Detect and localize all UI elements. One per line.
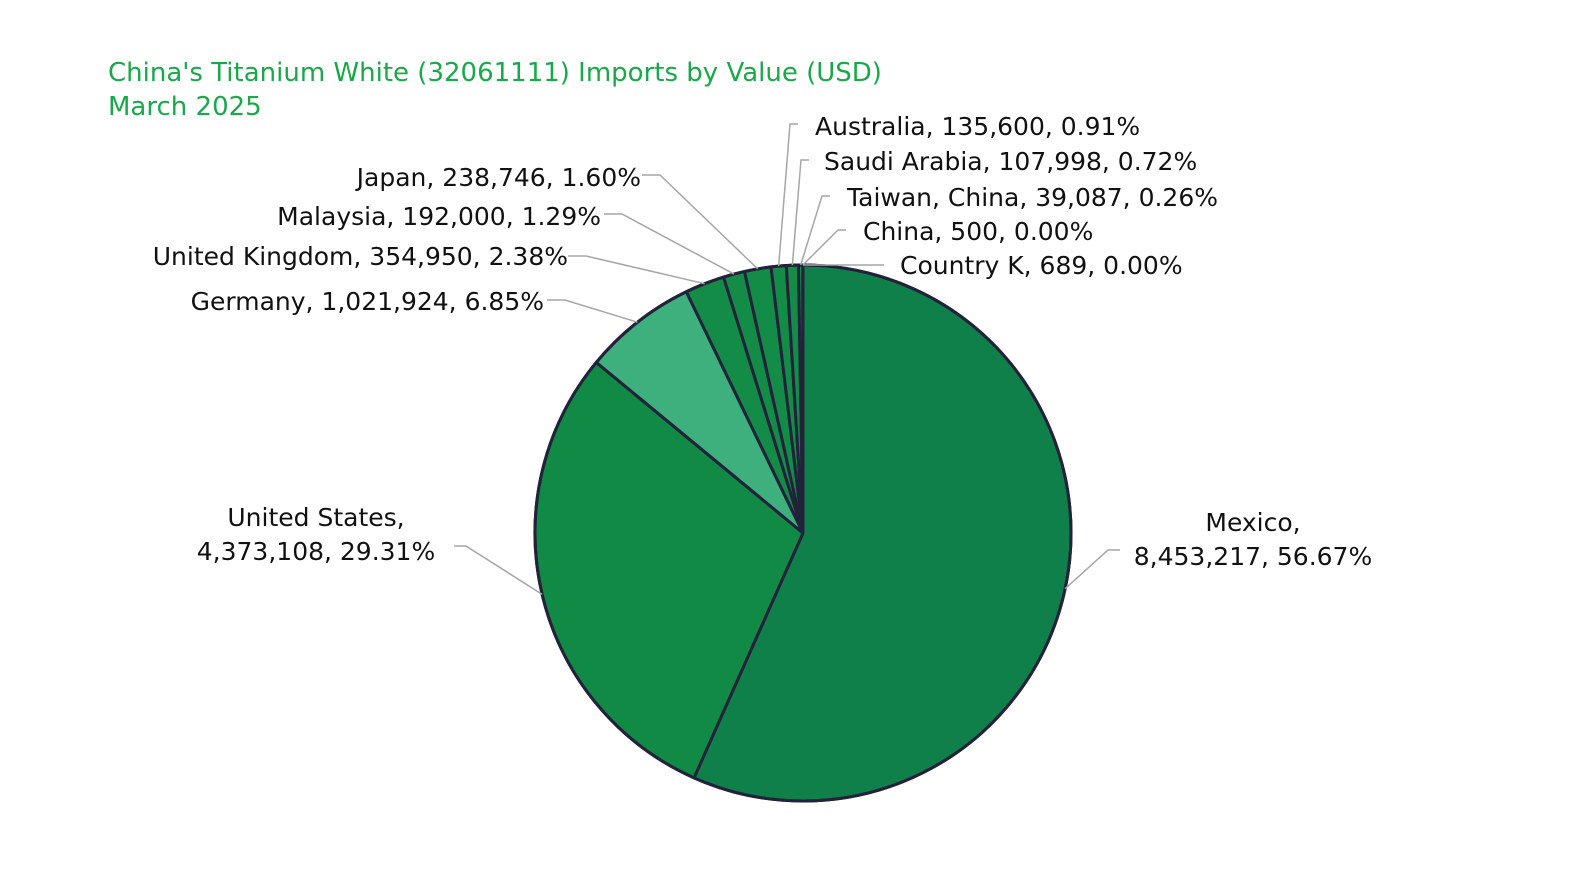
leader-line-germany [547, 299, 638, 323]
leader-line-taiwan-china [799, 195, 830, 266]
slice-label-malaysia: Malaysia, 192,000, 1.29% [277, 202, 601, 231]
slice-label-germany: Germany, 1,021,924, 6.85% [191, 287, 544, 316]
leader-line-saudi-arabia [791, 159, 809, 266]
slice-label-line: Saudi Arabia, 107,998, 0.72% [824, 147, 1197, 176]
slice-label-line: 8,453,217, 56.67% [1134, 542, 1372, 571]
slice-label-line: Country K, 689, 0.00% [900, 251, 1183, 280]
slice-label-line: Germany, 1,021,924, 6.85% [191, 287, 544, 316]
slice-label-united-states: United States, 4,373,108, 29.31% [197, 503, 435, 566]
slice-label-line: Malaysia, 192,000, 1.29% [277, 202, 601, 231]
slice-label-line: Taiwan, China, 39,087, 0.26% [846, 183, 1218, 212]
chart-title-block: China's Titanium White (32061111) Import… [108, 56, 882, 124]
slice-label-line: United States, [227, 503, 404, 532]
slice-label-united-kingdom: United Kingdom, 354,950, 2.38% [153, 242, 568, 271]
leader-line-australia [777, 123, 798, 267]
pie-slices [533, 263, 1073, 803]
slice-label-line: United Kingdom, 354,950, 2.38% [153, 242, 568, 271]
leader-line-malaysia [604, 213, 735, 275]
leader-line-mexico [1064, 549, 1120, 590]
slice-label-china: China, 500, 0.00% [863, 217, 1093, 246]
slice-label-line: 4,373,108, 29.31% [197, 537, 435, 566]
slice-label-australia: Australia, 135,600, 0.91% [815, 112, 1140, 141]
chart-title: China's Titanium White (32061111) Import… [108, 58, 882, 88]
slice-label-line: China, 500, 0.00% [863, 217, 1093, 246]
leader-line-united-kingdom [568, 255, 705, 285]
slice-label-line: Australia, 135,600, 0.91% [815, 112, 1140, 141]
slice-label-taiwan-china: Taiwan, China, 39,087, 0.26% [846, 183, 1218, 212]
leader-line-united-states [454, 545, 543, 596]
slice-label-line: Mexico, [1205, 508, 1300, 537]
slice-label-country-k: Country K, 689, 0.00% [900, 251, 1183, 280]
slice-label-mexico: Mexico, 8,453,217, 56.67% [1134, 508, 1372, 571]
slice-label-line: Japan, 238,746, 1.60% [355, 163, 641, 192]
slice-label-japan: Japan, 238,746, 1.60% [355, 163, 641, 192]
leader-lines [454, 123, 1120, 596]
slice-labels: Mexico, 8,453,217, 56.67% United States, 4,… [153, 112, 1372, 571]
slice-label-saudi-arabia: Saudi Arabia, 107,998, 0.72% [824, 147, 1197, 176]
chart-subtitle: March 2025 [108, 92, 262, 122]
leader-line-china [802, 229, 846, 266]
leader-line-japan [642, 174, 759, 270]
